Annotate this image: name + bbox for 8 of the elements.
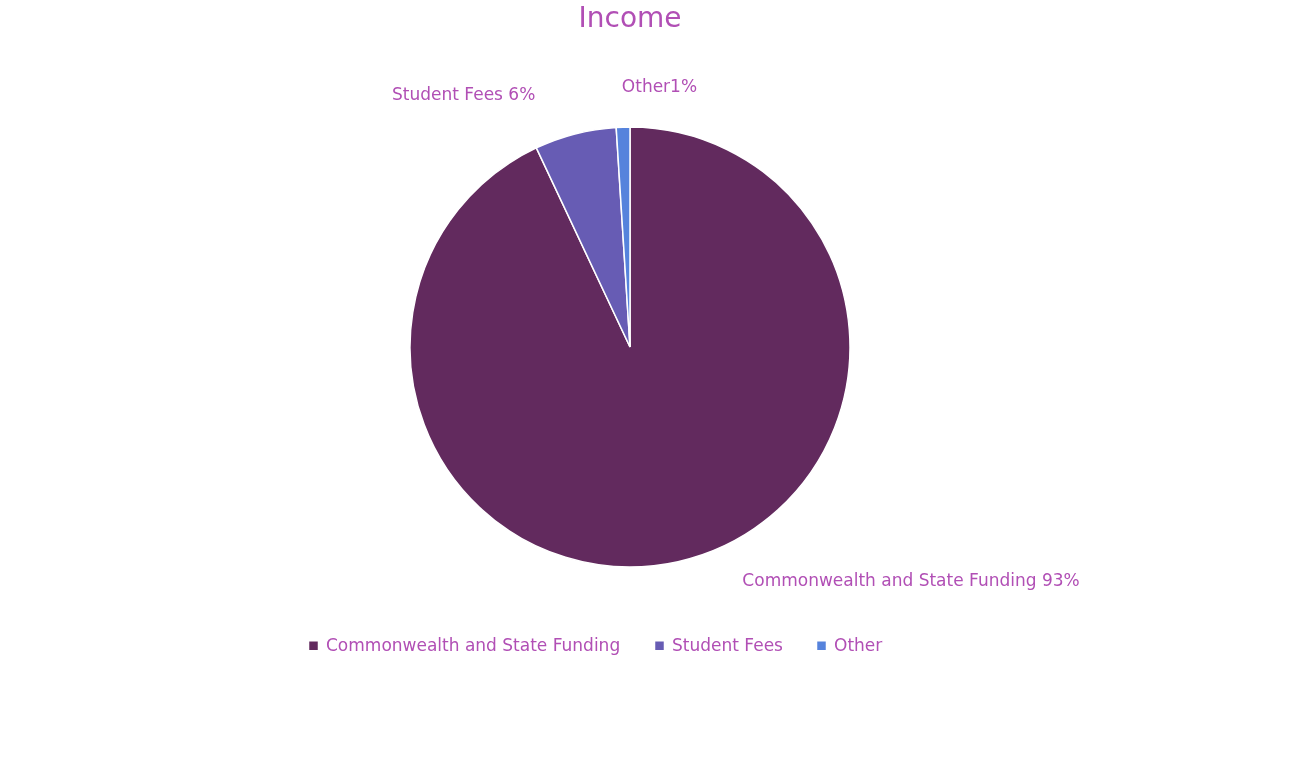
legend-label: Student Fees: [672, 634, 784, 655]
legend-label: Other: [834, 634, 883, 655]
data-label: Student Fees 6%: [392, 84, 536, 105]
pie-slice: [409, 126, 851, 568]
legend-label: Commonwealth and State Funding: [326, 634, 621, 655]
data-label: Other1%: [621, 76, 698, 97]
chart-title: Income: [578, 1, 682, 34]
data-label: Commonwealth and State Funding 93%: [742, 570, 1080, 591]
